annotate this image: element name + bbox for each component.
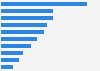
Bar xyxy=(1,23,47,27)
Bar xyxy=(1,30,44,34)
Bar xyxy=(1,58,19,62)
Bar xyxy=(1,16,53,20)
Bar xyxy=(1,9,53,13)
Bar xyxy=(1,51,23,55)
Bar xyxy=(1,65,13,69)
Bar xyxy=(1,2,87,6)
Bar xyxy=(1,44,31,48)
Bar xyxy=(1,37,36,41)
